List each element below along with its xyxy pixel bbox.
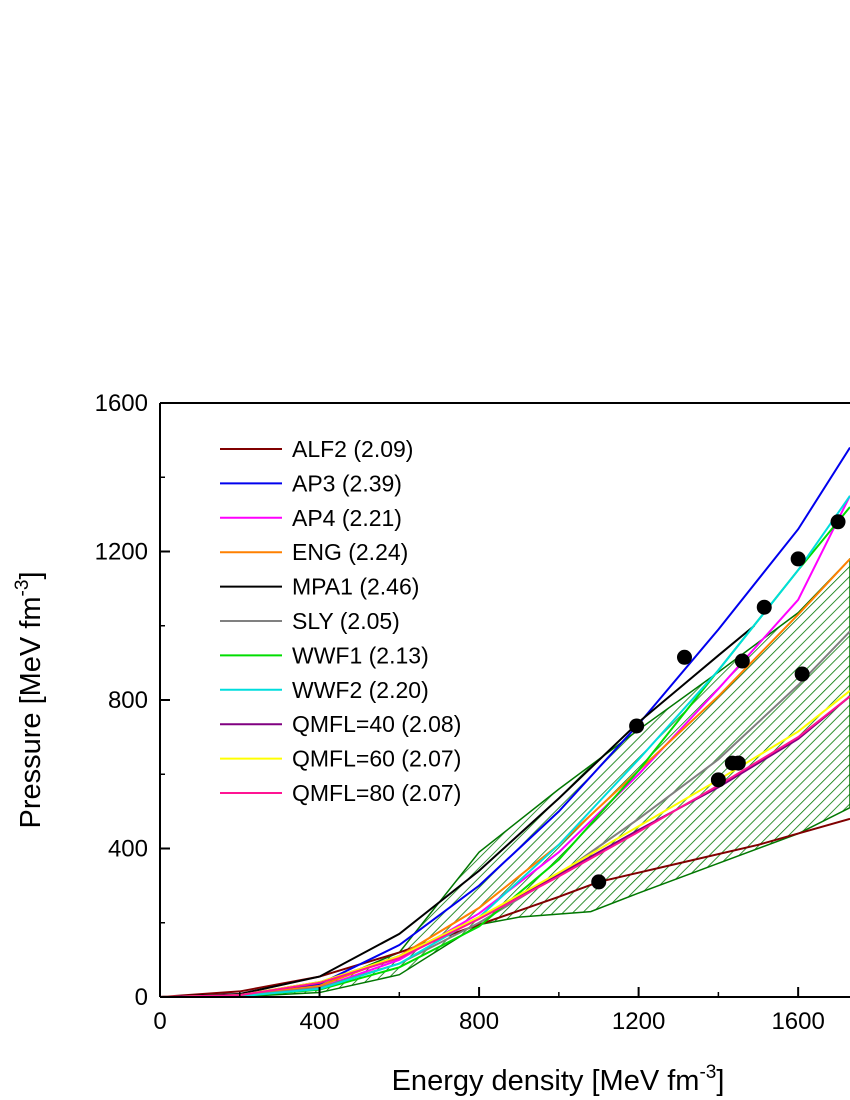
series-line-3 (160, 558, 850, 997)
legend-label: WWF2 (2.20) (292, 677, 429, 703)
data-point (591, 874, 607, 890)
x-tick-label: 800 (459, 1008, 499, 1035)
legend-label: QMFL=60 (2.07) (292, 746, 461, 772)
data-point (730, 755, 746, 771)
y-tick-label: 1600 (95, 390, 148, 417)
data-point (790, 551, 806, 567)
y-tick-label: 0 (135, 984, 148, 1011)
series-line-10 (160, 695, 850, 997)
data-point (830, 514, 846, 530)
series-line-0 (160, 817, 850, 997)
axis-ticks: 0 400 800 1200 1600 0 400 800 1200 1600 (95, 390, 825, 1035)
legend-label: ALF2 (2.09) (292, 436, 413, 462)
data-point (734, 653, 750, 669)
data-point (794, 666, 810, 682)
legend: ALF2 (2.09) AP3 (2.39) AP4 (2.21) ENG (2.24… (220, 436, 461, 806)
legend-label: QMFL=80 (2.07) (292, 780, 461, 806)
legend-label: AP4 (2.21) (292, 505, 402, 531)
legend-label: WWF1 (2.13) (292, 642, 429, 668)
series-line-7 (160, 495, 850, 997)
hatched-band (160, 557, 850, 997)
legend-label: MPA1 (2.46) (292, 574, 419, 600)
data-points (591, 514, 846, 890)
series-line-4 (160, 624, 755, 997)
data-point (629, 718, 645, 734)
legend-label: SLY (2.05) (292, 608, 400, 634)
data-point (676, 649, 692, 665)
legend-label: QMFL=40 (2.08) (292, 711, 461, 737)
y-tick-label: 800 (108, 687, 148, 714)
uncertainty-band (160, 557, 850, 997)
y-tick-label: 400 (108, 836, 148, 863)
series-lines (160, 447, 850, 997)
x-tick-label: 0 (153, 1008, 166, 1035)
legend-label: ENG (2.24) (292, 539, 408, 565)
data-point (756, 599, 772, 615)
legend-label: AP3 (2.39) (292, 470, 402, 496)
y-axis-title: Pressure [MeV fm-3] (12, 571, 47, 828)
x-tick-label: 1200 (612, 1008, 665, 1035)
x-axis-title: Energy density [MeV fm-3] (392, 1062, 725, 1097)
x-tick-label: 1600 (771, 1008, 824, 1035)
x-tick-label: 400 (300, 1008, 340, 1035)
y-tick-label: 1200 (95, 539, 148, 566)
data-point (710, 772, 726, 788)
